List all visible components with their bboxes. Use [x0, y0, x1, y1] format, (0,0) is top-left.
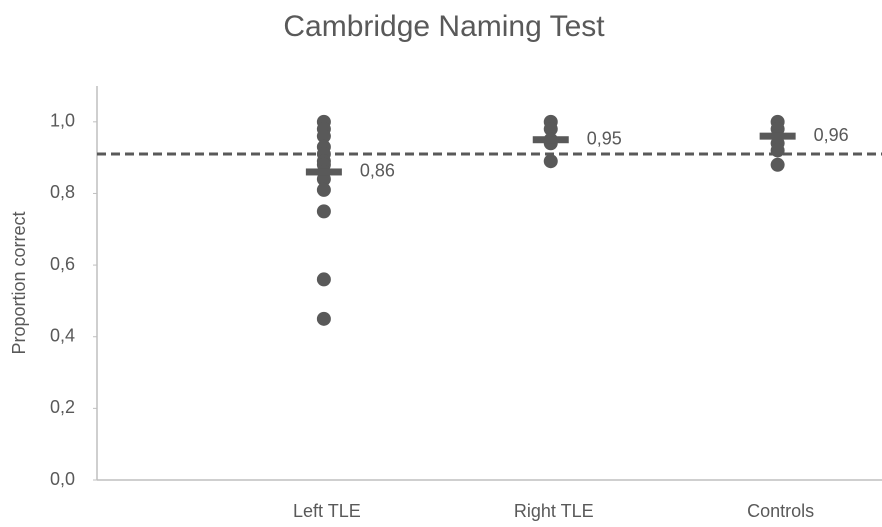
- x-tick-label: Controls: [747, 501, 814, 521]
- y-tick-label: 1,0: [50, 111, 75, 131]
- y-tick-label: 0,0: [50, 469, 75, 489]
- mean-marker: [759, 132, 796, 140]
- y-tick-label: 0,8: [50, 182, 75, 202]
- data-point: [316, 204, 331, 219]
- y-tick-label: 0,2: [50, 397, 75, 417]
- data-point: [543, 154, 558, 169]
- x-tick-label: Left TLE: [293, 501, 361, 521]
- y-axis-label: Proportion correct: [9, 211, 29, 354]
- data-point: [316, 172, 331, 187]
- mean-label: 0,86: [360, 161, 395, 181]
- mean-label: 0,96: [814, 125, 849, 145]
- data-point: [770, 143, 785, 158]
- data-point: [316, 182, 331, 197]
- mean-label: 0,95: [587, 128, 622, 148]
- data-point: [316, 129, 331, 144]
- data-point: [316, 272, 331, 287]
- data-point: [770, 157, 785, 172]
- mean-marker: [532, 136, 569, 144]
- mean-marker: [305, 168, 342, 176]
- x-tick-label: Right TLE: [514, 501, 594, 521]
- chart-title: Cambridge Naming Test: [283, 10, 605, 43]
- y-tick-label: 0,6: [50, 254, 75, 274]
- data-point: [543, 121, 558, 136]
- data-point: [316, 311, 331, 326]
- y-tick-label: 0,4: [50, 325, 75, 345]
